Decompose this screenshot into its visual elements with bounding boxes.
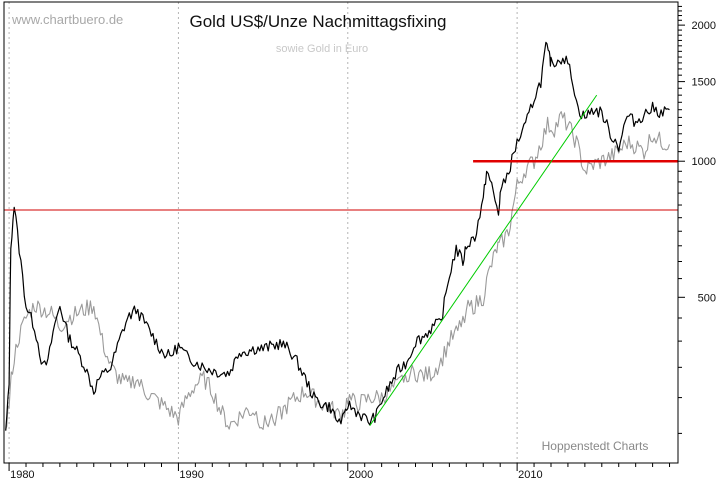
x-label-2000: 2000 bbox=[349, 469, 373, 481]
series-line-eur bbox=[5, 111, 671, 430]
y-label-1000: 1000 bbox=[692, 156, 716, 168]
x-label-1990: 1990 bbox=[179, 469, 203, 481]
grid bbox=[8, 2, 518, 463]
source-label: Hoppenstedt Charts bbox=[542, 439, 649, 453]
y-label-1500: 1500 bbox=[692, 77, 716, 89]
y-axis: 500 1000 1500 2000 bbox=[678, 5, 716, 434]
annotations bbox=[4, 94, 678, 426]
x-axis: 1980 1990 2000 2010 bbox=[8, 463, 671, 481]
series-line-usd bbox=[5, 41, 670, 431]
plot-frame bbox=[3, 1, 679, 464]
watermark: www.chartbuero.de bbox=[11, 12, 123, 27]
chart-title: Gold US$/Unze Nachmittagsfixing bbox=[189, 12, 446, 31]
chart-subtitle: sowie Gold in Euro bbox=[276, 43, 368, 55]
series-layer bbox=[5, 41, 671, 431]
y-label-2000: 2000 bbox=[692, 20, 716, 32]
x-label-2010: 2010 bbox=[518, 469, 542, 481]
trendline bbox=[369, 94, 598, 426]
x-label-1980: 1980 bbox=[10, 469, 34, 481]
y-label-500: 500 bbox=[698, 292, 716, 304]
